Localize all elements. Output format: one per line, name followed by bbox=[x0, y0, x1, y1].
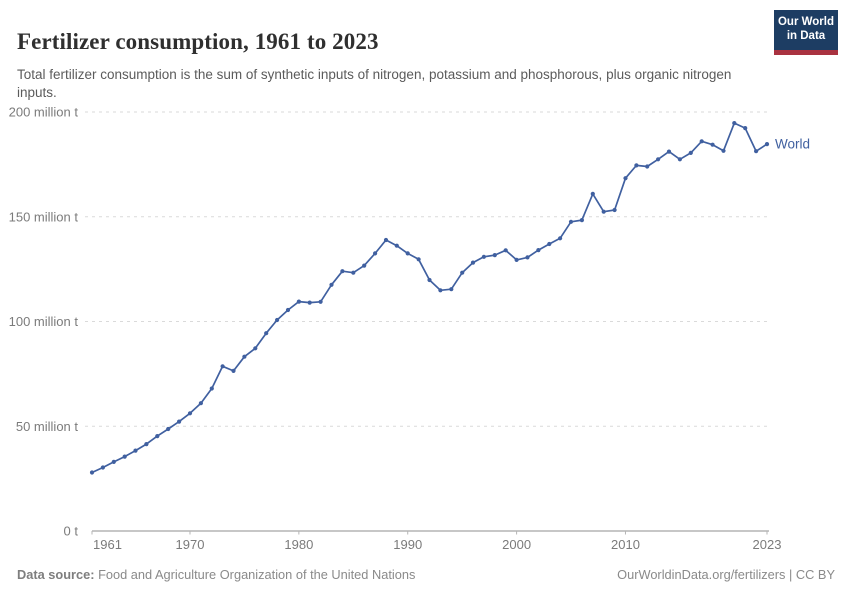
data-point-marker[interactable] bbox=[656, 157, 661, 162]
data-point-marker[interactable] bbox=[383, 237, 389, 243]
chart-title: Fertilizer consumption, 1961 to 2023 bbox=[17, 29, 379, 55]
data-point-marker[interactable] bbox=[242, 354, 247, 359]
data-point-marker[interactable] bbox=[688, 150, 693, 155]
x-tick-label: 2000 bbox=[502, 537, 531, 552]
data-point-marker[interactable] bbox=[133, 448, 138, 453]
data-point-marker[interactable] bbox=[198, 401, 203, 406]
data-point-marker[interactable] bbox=[721, 148, 726, 153]
data-point-marker[interactable] bbox=[492, 253, 497, 258]
x-tick-label: 1980 bbox=[284, 537, 313, 552]
data-point-marker[interactable] bbox=[764, 142, 770, 147]
data-point-marker[interactable] bbox=[612, 207, 617, 213]
owid-logo-line1: Our World bbox=[777, 16, 834, 28]
data-point-marker[interactable] bbox=[677, 157, 683, 162]
data-point-marker[interactable] bbox=[743, 126, 748, 131]
data-point-marker[interactable] bbox=[285, 307, 291, 313]
data-point-marker[interactable] bbox=[481, 254, 486, 259]
data-point-marker[interactable] bbox=[460, 270, 465, 275]
data-point-marker[interactable] bbox=[318, 299, 323, 304]
data-point-marker[interactable] bbox=[209, 386, 214, 391]
data-point-marker[interactable] bbox=[601, 209, 606, 214]
data-point-marker[interactable] bbox=[438, 288, 443, 293]
y-tick-label: 50 million t bbox=[16, 419, 79, 434]
data-point-marker[interactable] bbox=[296, 299, 301, 304]
data-point-marker[interactable] bbox=[568, 219, 574, 224]
x-tick-label: 1990 bbox=[393, 537, 422, 552]
data-point-marker[interactable] bbox=[547, 241, 552, 247]
data-point-marker[interactable] bbox=[416, 257, 421, 262]
data-point-marker[interactable] bbox=[405, 251, 410, 256]
data-point-marker[interactable] bbox=[427, 277, 432, 283]
data-point-marker[interactable] bbox=[177, 419, 182, 424]
y-tick-label: 200 million t bbox=[9, 105, 79, 120]
x-tick-label: 2023 bbox=[753, 537, 782, 552]
data-point-marker[interactable] bbox=[329, 282, 334, 287]
data-point-marker[interactable] bbox=[623, 176, 628, 181]
data-point-marker[interactable] bbox=[699, 139, 704, 144]
world-series-line[interactable] bbox=[91, 122, 768, 474]
data-point-marker[interactable] bbox=[340, 269, 345, 274]
data-point-marker[interactable] bbox=[100, 465, 105, 470]
chart-footer: Data source: Food and Agriculture Organi… bbox=[17, 567, 835, 582]
data-source-label: Data source: bbox=[17, 567, 95, 582]
data-point-marker[interactable] bbox=[89, 470, 95, 475]
chart-subtitle: Total fertilizer consumption is the sum … bbox=[17, 66, 732, 101]
owid-logo-line2: in Data bbox=[786, 30, 826, 43]
data-point-marker[interactable] bbox=[732, 121, 737, 126]
data-point-marker[interactable] bbox=[144, 442, 149, 447]
data-point-marker[interactable] bbox=[590, 191, 595, 196]
data-point-marker[interactable] bbox=[470, 260, 476, 265]
x-tick-label: 1970 bbox=[176, 537, 205, 552]
data-point-marker[interactable] bbox=[394, 243, 399, 248]
data-point-marker[interactable] bbox=[503, 248, 508, 253]
data-point-marker[interactable] bbox=[373, 251, 378, 256]
series-end-label[interactable]: World bbox=[775, 137, 810, 152]
data-point-marker[interactable] bbox=[166, 426, 171, 432]
data-point-marker[interactable] bbox=[253, 346, 258, 351]
data-point-marker[interactable] bbox=[275, 317, 280, 323]
data-point-marker[interactable] bbox=[558, 236, 563, 241]
data-point-marker[interactable] bbox=[525, 255, 530, 260]
data-point-marker[interactable] bbox=[122, 454, 127, 459]
data-point-marker[interactable] bbox=[579, 218, 585, 223]
data-point-marker[interactable] bbox=[362, 263, 367, 268]
data-source-note: Data source: Food and Agriculture Organi… bbox=[17, 567, 415, 582]
data-source-text: Food and Agriculture Organization of the… bbox=[94, 567, 416, 582]
data-point-marker[interactable] bbox=[710, 142, 715, 147]
data-point-marker[interactable] bbox=[449, 287, 454, 292]
x-tick-label: 1961 bbox=[93, 537, 122, 552]
data-point-marker[interactable] bbox=[187, 411, 193, 416]
x-tick-label: 2010 bbox=[611, 537, 640, 552]
owid-logo[interactable]: Our World in Data bbox=[774, 10, 838, 55]
data-point-marker[interactable] bbox=[666, 149, 672, 154]
data-point-marker[interactable] bbox=[264, 331, 269, 336]
data-point-marker[interactable] bbox=[155, 434, 160, 439]
data-point-marker[interactable] bbox=[307, 300, 312, 305]
data-point-marker[interactable] bbox=[645, 164, 650, 169]
data-point-marker[interactable] bbox=[111, 459, 116, 464]
y-tick-label: 0 t bbox=[64, 524, 79, 539]
data-point-marker[interactable] bbox=[220, 364, 225, 369]
credit-link[interactable]: OurWorldinData.org/fertilizers | CC BY bbox=[617, 567, 835, 582]
data-point-marker[interactable] bbox=[536, 248, 541, 253]
data-point-marker[interactable] bbox=[231, 368, 236, 373]
y-tick-label: 150 million t bbox=[9, 209, 79, 224]
data-point-marker[interactable] bbox=[514, 257, 519, 262]
data-point-marker[interactable] bbox=[754, 149, 759, 154]
y-tick-label: 100 million t bbox=[9, 314, 79, 329]
data-point-marker[interactable] bbox=[351, 270, 356, 275]
data-point-marker[interactable] bbox=[634, 163, 639, 168]
